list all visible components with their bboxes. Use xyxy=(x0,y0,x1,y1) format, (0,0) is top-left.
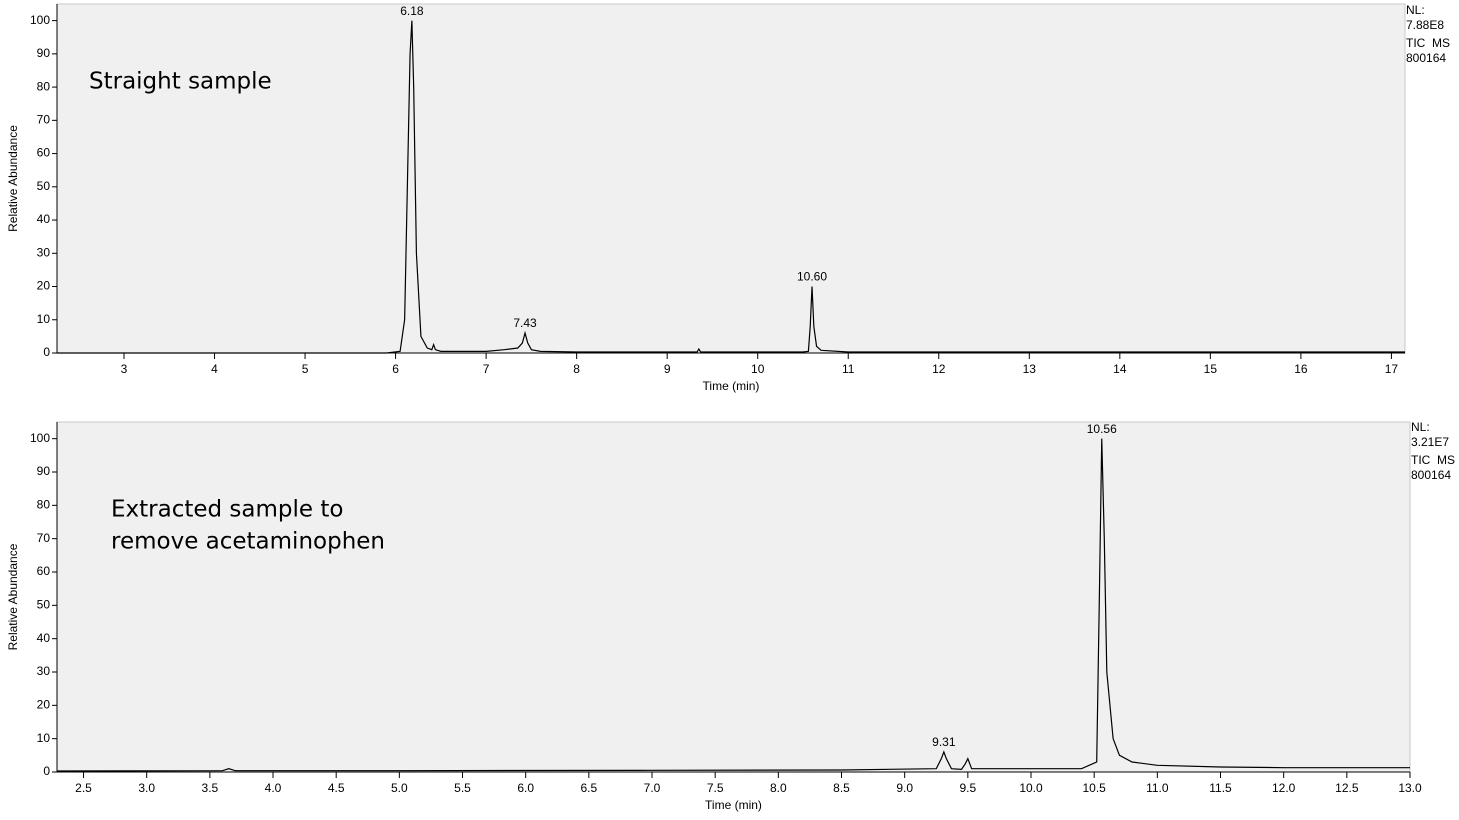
x-tick-label: 7.5 xyxy=(707,781,724,795)
peak-label: 6.18 xyxy=(400,4,424,18)
nl-info: NL: xyxy=(1411,420,1430,434)
x-tick-label: 12.0 xyxy=(1272,781,1296,795)
y-tick-label: 0 xyxy=(43,345,50,359)
y-tick-label: 70 xyxy=(37,531,51,545)
plot-area xyxy=(56,421,1411,773)
y-tick-label: 60 xyxy=(37,146,51,160)
y-tick-label: 20 xyxy=(37,698,51,712)
x-tick-label: 5 xyxy=(302,362,309,376)
x-tick-label: 10.5 xyxy=(1082,781,1106,795)
x-tick-label: 16 xyxy=(1294,362,1308,376)
sample-label: Extracted sample to xyxy=(111,497,343,523)
x-tick-label: 6.0 xyxy=(517,781,534,795)
x-tick-label: 3.0 xyxy=(138,781,155,795)
x-tick-label: 4 xyxy=(211,362,218,376)
nl-info: 800164 xyxy=(1411,468,1451,482)
nl-info: NL: xyxy=(1406,3,1425,17)
y-tick-label: 90 xyxy=(37,464,51,478)
y-tick-label: 70 xyxy=(37,113,51,127)
chromatogram-line xyxy=(57,20,1405,354)
x-tick-label: 13.0 xyxy=(1398,781,1422,795)
plot-area xyxy=(56,3,1406,354)
y-tick-label: 100 xyxy=(30,431,50,445)
x-tick-label: 9.5 xyxy=(959,781,976,795)
x-tick-label: 6 xyxy=(392,362,399,376)
x-tick-label: 11.0 xyxy=(1146,781,1169,795)
y-axis-label: Relative Abundance xyxy=(6,125,20,232)
x-tick-label: 2.5 xyxy=(75,781,92,795)
x-axis-label: Time (min) xyxy=(703,379,760,393)
y-tick-label: 40 xyxy=(37,212,51,226)
x-tick-label: 9 xyxy=(664,362,671,376)
nl-info: TIC MS xyxy=(1406,36,1450,50)
x-tick-label: 4.0 xyxy=(265,781,282,795)
x-tick-label: 8.5 xyxy=(833,781,850,795)
y-tick-label: 50 xyxy=(37,179,51,193)
peak-label: 7.43 xyxy=(513,316,537,330)
x-tick-label: 7 xyxy=(483,362,490,376)
y-tick-label: 60 xyxy=(37,564,51,578)
y-tick-label: 20 xyxy=(37,279,51,293)
x-tick-label: 15 xyxy=(1204,362,1218,376)
y-tick-label: 90 xyxy=(37,46,51,60)
y-tick-label: 10 xyxy=(37,312,51,326)
x-tick-label: 7.0 xyxy=(644,781,661,795)
x-tick-label: 12 xyxy=(932,362,946,376)
x-tick-label: 11 xyxy=(842,362,855,376)
x-axis-label: Time (min) xyxy=(705,798,762,812)
nl-info: 3.21E7 xyxy=(1411,435,1449,449)
x-tick-label: 9.0 xyxy=(896,781,913,795)
peak-label: 10.60 xyxy=(797,270,827,284)
y-tick-label: 80 xyxy=(37,498,51,512)
sample-label: remove acetaminophen xyxy=(111,529,385,555)
peak-label: 9.31 xyxy=(932,735,956,749)
nl-info: 800164 xyxy=(1406,51,1446,65)
x-tick-label: 8 xyxy=(573,362,580,376)
x-tick-label: 10.0 xyxy=(1019,781,1043,795)
y-axis-label: Relative Abundance xyxy=(6,543,20,650)
y-tick-label: 50 xyxy=(37,598,51,612)
x-tick-label: 13 xyxy=(1023,362,1037,376)
nl-info: 7.88E8 xyxy=(1406,18,1444,32)
y-tick-label: 0 xyxy=(43,764,50,778)
y-tick-label: 10 xyxy=(37,731,51,745)
x-tick-label: 3 xyxy=(121,362,128,376)
x-tick-label: 5.5 xyxy=(454,781,471,795)
x-tick-label: 17 xyxy=(1385,362,1399,376)
y-tick-label: 30 xyxy=(37,664,51,678)
y-tick-label: 100 xyxy=(30,13,50,27)
y-tick-label: 30 xyxy=(37,245,51,259)
x-tick-label: 4.5 xyxy=(328,781,345,795)
chromatogram-line xyxy=(56,438,1410,772)
x-tick-label: 8.0 xyxy=(770,781,787,795)
nl-info: TIC MS xyxy=(1411,453,1455,467)
x-tick-label: 14 xyxy=(1113,362,1127,376)
x-tick-label: 10 xyxy=(751,362,765,376)
x-tick-label: 3.5 xyxy=(202,781,219,795)
x-tick-label: 11.5 xyxy=(1209,781,1232,795)
x-tick-label: 5.0 xyxy=(391,781,408,795)
sample-label: Straight sample xyxy=(89,69,272,95)
x-tick-label: 6.5 xyxy=(581,781,598,795)
y-tick-label: 80 xyxy=(37,79,51,93)
y-tick-label: 40 xyxy=(37,631,51,645)
x-tick-label: 12.5 xyxy=(1335,781,1359,795)
peak-label: 10.56 xyxy=(1087,422,1117,436)
